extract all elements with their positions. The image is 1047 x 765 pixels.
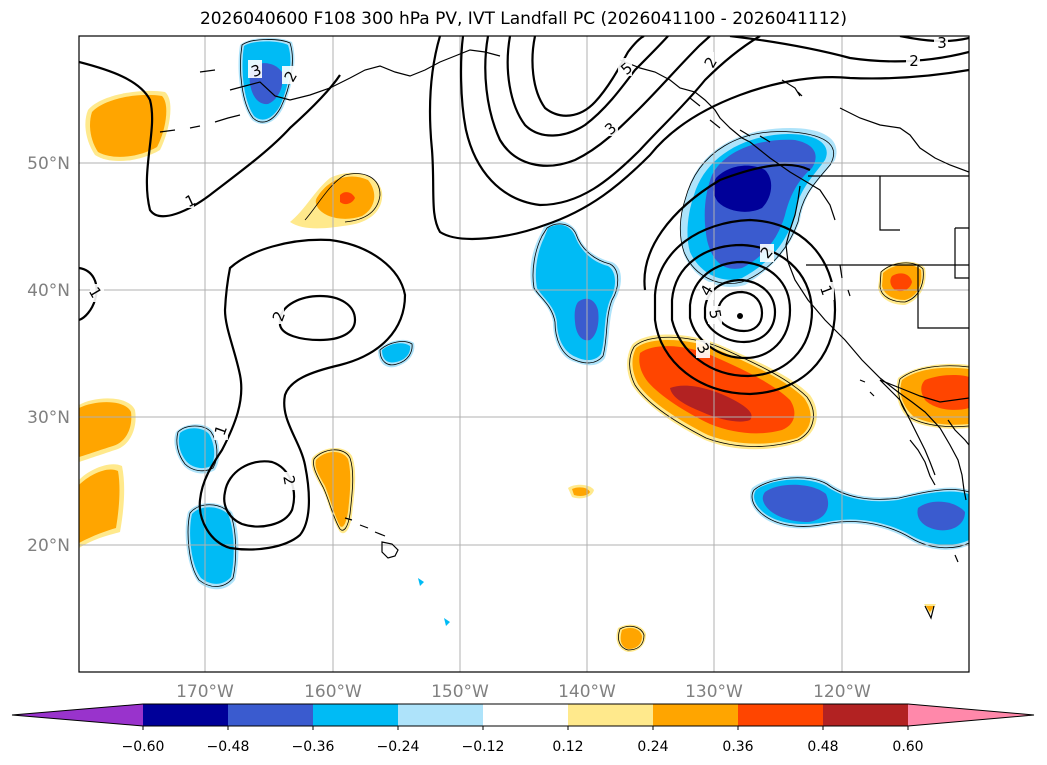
- lat-label-20n: 20°N: [27, 536, 70, 556]
- contour-label: 5: [705, 308, 724, 321]
- lon-label-160w: 160°W: [304, 682, 362, 702]
- colorbar-bin: [653, 704, 738, 726]
- colorbar-bin: [228, 704, 313, 726]
- colorbar-bin: [143, 704, 228, 726]
- colorbar-tick-label: 0.48: [807, 739, 838, 755]
- low-center-marker: [737, 313, 743, 319]
- colorbar-tick-label: 0.36: [722, 739, 753, 755]
- colorbar-tick-label: 0.24: [637, 739, 668, 755]
- colorbar-tick-label: −0.24: [377, 739, 420, 755]
- colorbar-tick-label: −0.12: [462, 739, 505, 755]
- lon-label-170w: 170°W: [176, 682, 234, 702]
- lon-label-150w: 150°W: [431, 682, 489, 702]
- colorbar-tick-label: 0.60: [892, 739, 923, 755]
- lat-label-50n: 50°N: [27, 154, 70, 174]
- anomaly-outlines: [176, 39, 969, 651]
- lon-label-140w: 140°W: [558, 682, 616, 702]
- contour-labels: 1 1 1 1 2 2 2 2 2 2 3 3 3 3 4 5 5: [85, 34, 948, 490]
- map-title: 2026040600 F108 300 hPa PV, IVT Landfall…: [199, 9, 847, 29]
- colorbar-extend-low: [12, 704, 143, 726]
- anomaly-central-negative: [530, 220, 621, 366]
- colorbar-tick-label: 0.12: [552, 739, 583, 755]
- colorbar-extend-high: [908, 704, 1034, 726]
- contour-label: 2: [909, 52, 919, 70]
- lat-label-40n: 40°N: [27, 281, 70, 301]
- latitude-labels: 50°N 40°N 30°N 20°N: [27, 154, 70, 556]
- contour-label: 2: [279, 474, 298, 487]
- colorbar-tick-label: −0.60: [122, 739, 165, 755]
- colorbar-tick-label: −0.48: [207, 739, 250, 755]
- colorbar-bin: [568, 704, 653, 726]
- colorbar: −0.60 −0.48 −0.36 −0.24 −0.12 0.12 0.24 0.36 0.4…: [11, 703, 1035, 755]
- colorbar-bin: [823, 704, 908, 726]
- plot-frame: [78, 35, 970, 673]
- longitude-labels: 170°W 160°W 150°W 140°W 130°W 120°W: [176, 682, 871, 702]
- pv-contours: [79, 36, 969, 551]
- colorbar-bin: [738, 704, 823, 726]
- colorbar-bin: [398, 704, 483, 726]
- contour-label: 3: [937, 34, 947, 52]
- lon-label-130w: 130°W: [685, 682, 743, 702]
- colorbar-bin: [313, 704, 398, 726]
- lon-label-120w: 120°W: [813, 682, 871, 702]
- colorbar-tick-label: −0.36: [292, 739, 335, 755]
- colorbar-bin: [483, 704, 568, 726]
- coastlines: [159, 49, 969, 620]
- lat-label-30n: 30°N: [27, 408, 70, 428]
